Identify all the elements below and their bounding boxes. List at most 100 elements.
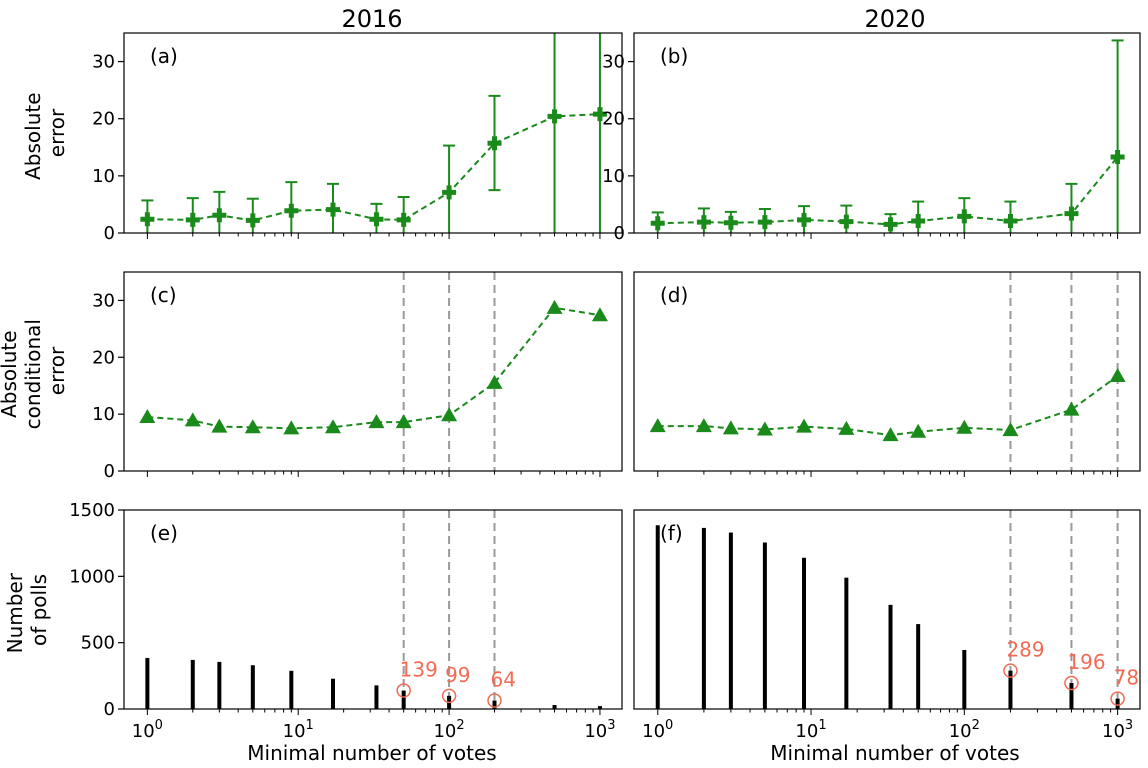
bar: [728, 532, 733, 709]
data-point: [696, 215, 711, 230]
data-point: [839, 214, 854, 229]
axes-frame: [123, 271, 623, 472]
data-point: [1064, 206, 1079, 221]
axes-frame: [123, 32, 623, 234]
data-point: [796, 418, 813, 433]
data-point: [139, 408, 156, 423]
y-tick-label: 10: [92, 166, 115, 187]
panel-tag: (c): [150, 283, 177, 307]
annotation-circle: [396, 683, 411, 698]
panel-b: 0 10 20 30 (b): [602, 32, 1141, 244]
bar: [289, 670, 294, 709]
annotation-label: 196: [1067, 650, 1105, 674]
y-tick-label: 500: [81, 633, 115, 654]
bar: [1115, 698, 1120, 709]
y-tick-label: 0: [104, 461, 115, 482]
panel-d: (d): [633, 271, 1141, 477]
y-tick-label: 20: [92, 109, 115, 130]
bar: [597, 706, 602, 709]
bar: [1069, 682, 1074, 709]
y-tick-label: 10: [602, 166, 625, 187]
panel-tag: (a): [150, 44, 178, 68]
bar: [916, 624, 921, 709]
panel-e: 139 99 64 0 500 1000 1500 100 101 102 103 (e): [69, 500, 623, 742]
annotation-label: 289: [1006, 638, 1044, 662]
data-point: [212, 208, 227, 223]
x-tick-label: 101: [795, 718, 826, 742]
data-point: [591, 307, 608, 322]
x-tick-label: 101: [283, 718, 314, 742]
y-tick-label: 0: [104, 699, 115, 720]
plot-area: [145, 510, 602, 709]
plot-area: [650, 39, 1125, 233]
bar: [145, 657, 150, 709]
y-tick-label: 0: [614, 223, 625, 244]
data-point: [957, 209, 972, 224]
bar: [655, 525, 660, 709]
y-tick-label: 1000: [69, 566, 115, 587]
data-point: [325, 202, 340, 217]
panel-f: 289 196 78 100 101 102 103 (f): [633, 509, 1141, 742]
series-line: [147, 306, 601, 430]
bar: [552, 705, 557, 709]
data-point: [1063, 401, 1080, 416]
series-line: [657, 375, 1119, 437]
bar: [701, 527, 706, 709]
data-point: [649, 418, 666, 433]
bar: [844, 577, 849, 709]
data-point: [911, 214, 926, 228]
annotation-label: 139: [400, 658, 438, 682]
data-point: [184, 412, 201, 427]
y-tick-label: 30: [92, 52, 115, 73]
annotation-label: 64: [491, 668, 516, 692]
data-point: [244, 419, 261, 434]
bar: [217, 661, 222, 709]
bar: [802, 557, 807, 709]
annotation-label: 99: [445, 663, 470, 687]
row-ylabel-number-of-polls: Number of polls: [3, 567, 51, 654]
column-title-2016: 2016: [341, 5, 402, 33]
annotation-circle: [1003, 663, 1018, 678]
bar: [250, 665, 255, 709]
annotation-circle: [441, 688, 457, 704]
panel-tag: (b): [660, 44, 688, 68]
xlabel-2016: Minimal number of votes: [247, 741, 496, 765]
bar: [962, 649, 967, 709]
x-tick-label: 103: [1102, 718, 1133, 742]
row-ylabel-absolute-error: Absolute error: [21, 86, 69, 180]
data-point: [910, 423, 927, 438]
plot-area: [655, 510, 1120, 709]
data-point: [722, 420, 739, 435]
plot-area: [139, 272, 608, 471]
annotation-circle: [487, 693, 502, 708]
data-point: [723, 215, 738, 230]
data-point: [185, 212, 200, 227]
data-point: [882, 427, 899, 442]
data-point: [487, 136, 502, 151]
data-point: [1002, 422, 1019, 437]
data-point: [547, 109, 562, 124]
plot-area: [140, 33, 607, 233]
data-point: [324, 419, 341, 434]
panel-tag: (f): [660, 521, 683, 545]
y-tick-label: 20: [92, 347, 115, 368]
data-point: [883, 217, 898, 232]
bar: [1008, 670, 1013, 709]
data-point: [650, 216, 665, 231]
bar: [762, 542, 767, 709]
data-point: [956, 419, 973, 434]
axes-frame: [633, 509, 1141, 710]
axes-frame: [123, 509, 623, 710]
y-tick-label: 1500: [69, 500, 115, 521]
data-point: [396, 212, 411, 227]
column-title-2020: 2020: [864, 5, 925, 33]
y-tick-label: 0: [104, 223, 115, 244]
data-point: [283, 420, 300, 435]
data-point: [368, 414, 385, 429]
plot-area: [649, 272, 1126, 471]
bar: [888, 604, 893, 709]
data-point: [211, 418, 228, 433]
axes-frame: [633, 271, 1141, 472]
